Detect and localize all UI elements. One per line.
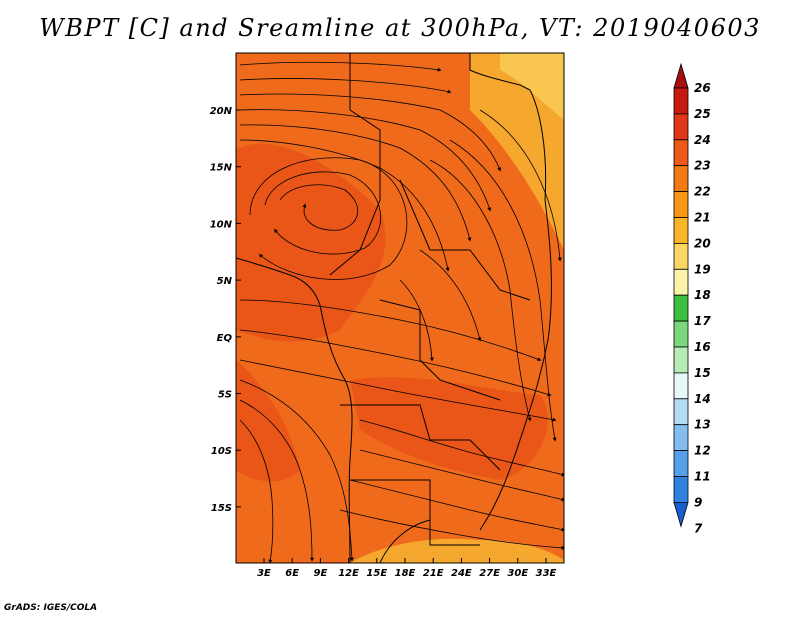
colorbar-label: 12: [694, 444, 711, 458]
lat-label: 5S: [218, 390, 232, 401]
colorbar-label: 11: [694, 470, 711, 484]
lat-label: 10S: [211, 446, 232, 457]
colorbar-label: 23: [694, 159, 711, 173]
lon-label: 33E: [536, 568, 557, 579]
colorbar-label: 26: [694, 81, 711, 95]
lon-label: 6E: [285, 568, 299, 579]
field-cool-patch: [350, 538, 564, 563]
colorbar-label: 21: [694, 211, 711, 225]
longitude-axis: 3E 6E 9E 12E 15E 18E 21E 24E 27E 30E 33E: [257, 558, 557, 579]
wbpt-field: [236, 53, 564, 563]
lat-label: 20N: [210, 106, 233, 117]
colorbar-segment: [673, 294, 689, 322]
colorbar-label: 7: [694, 521, 703, 535]
plot-frame: [235, 52, 565, 564]
lon-label: 18E: [395, 568, 416, 579]
coastlines: [236, 53, 552, 563]
lon-label: 24E: [451, 568, 472, 579]
colorbar-segment: [673, 87, 689, 115]
colorbar-label: 25: [694, 107, 711, 121]
lat-label: 10N: [210, 219, 233, 230]
lon-label: 12E: [338, 568, 359, 579]
colorbar-label: 16: [694, 340, 711, 354]
lon-label: 3E: [257, 568, 271, 579]
colorbar-segment: [673, 424, 689, 452]
lat-label: 15S: [211, 503, 232, 514]
colorbar-label: 19: [694, 262, 711, 276]
colorbar-segment: [673, 320, 689, 348]
streamlines: [239, 61, 564, 563]
lat-label: EQ: [217, 333, 233, 344]
colorbar-segment: [673, 217, 689, 244]
colorbar-segment: [673, 476, 689, 503]
colorbar-segment: [673, 113, 689, 141]
colorbar-label: 22: [694, 185, 711, 199]
colorbar-label: 17: [694, 314, 711, 328]
colorbar-label: 20: [694, 236, 711, 250]
field-warm-patch: [236, 360, 300, 482]
colorbar-label: 15: [694, 366, 711, 380]
field-light-patch: [500, 53, 564, 120]
lon-label: 21E: [423, 568, 444, 579]
latitude-axis: 20N 15N 10N 5N EQ 5S 10S 15S: [210, 106, 241, 514]
colorbar-segment: [673, 372, 689, 400]
colorbar-label: 13: [694, 418, 711, 432]
colorbar-segment: [673, 191, 689, 218]
colorbar-bottom-arrow: [673, 501, 689, 528]
field-warm-patch: [236, 143, 386, 342]
colorbar-label: 18: [694, 288, 711, 302]
colorbar-label: 14: [694, 392, 711, 406]
colorbar-segment: [673, 268, 689, 296]
colorbar-segment: [673, 398, 689, 426]
colorbar-label: 9: [694, 495, 702, 509]
chart-title: WBPT [C] and Sreamline at 300hPa, VT: 20…: [39, 14, 761, 42]
grads-credit: GrADS: IGES/COLA: [4, 603, 98, 613]
colorbar-segment: [673, 242, 689, 270]
field-warm-patch: [350, 377, 548, 480]
lat-label: 15N: [210, 163, 233, 174]
colorbar-label: 24: [694, 133, 711, 147]
lat-label: 5N: [217, 276, 233, 287]
lon-label: 15E: [366, 568, 387, 579]
colorbar-segment: [673, 346, 689, 374]
colorbar-segment: [673, 139, 689, 167]
colorbar: 26 25 24 23 22 21 20 19 18 17 16 15 14 13 12 11 9 7: [673, 62, 711, 535]
field-cool-patch: [470, 53, 564, 250]
lon-label: 30E: [507, 568, 528, 579]
colorbar-segment: [673, 165, 689, 192]
colorbar-segment: [673, 450, 689, 477]
lon-label: 27E: [479, 568, 500, 579]
lon-label: 9E: [314, 568, 328, 579]
colorbar-top-arrow: [673, 62, 689, 89]
